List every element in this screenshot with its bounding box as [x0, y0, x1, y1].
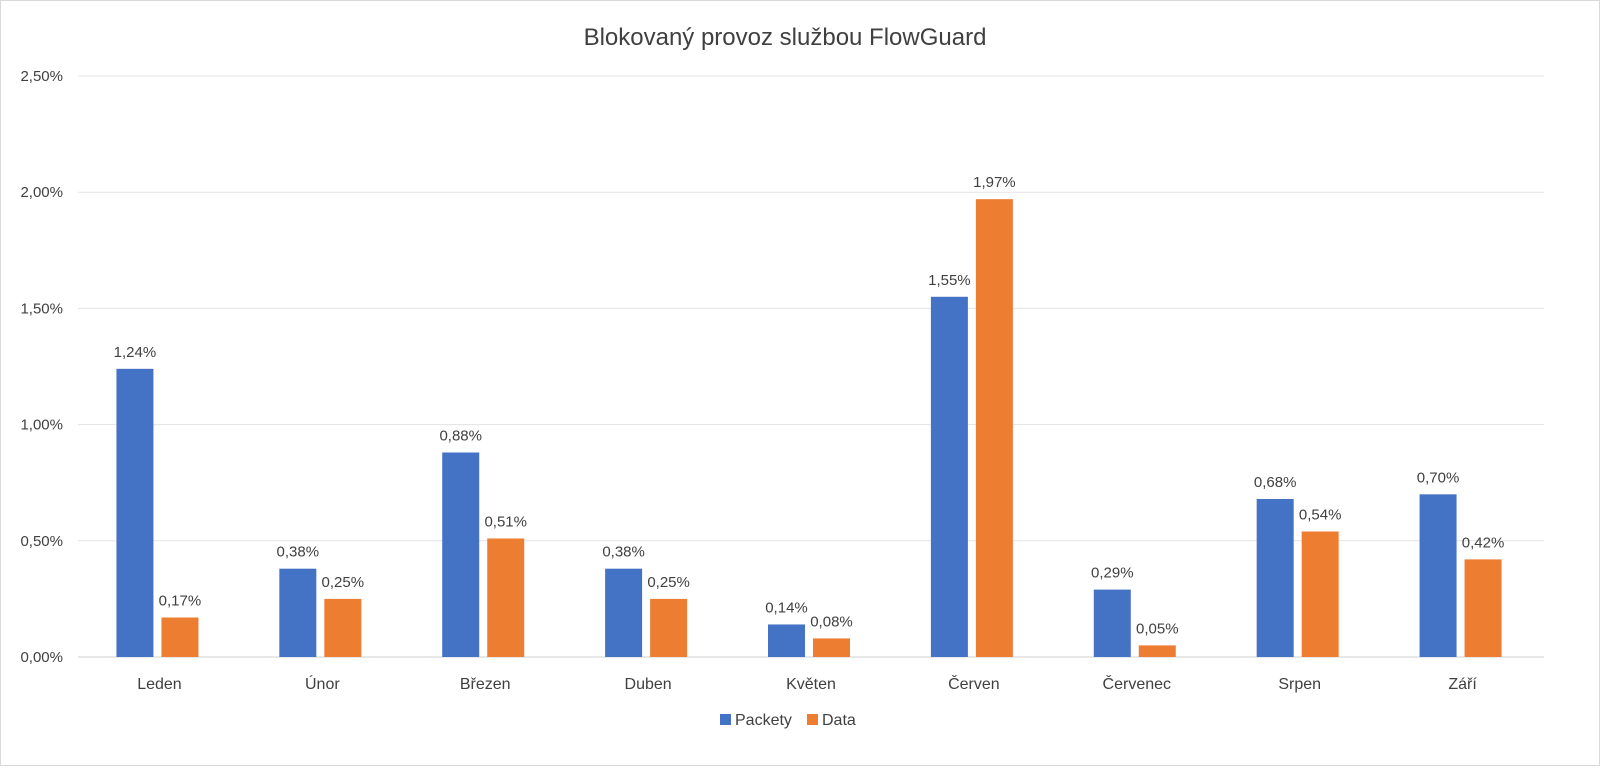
- legend: Packety Data: [720, 712, 856, 729]
- data-label: 0,17%: [159, 592, 202, 609]
- x-tick-label: Březen: [460, 676, 511, 693]
- y-tick-label: 2,50%: [20, 68, 63, 85]
- data-label: 1,24%: [114, 344, 157, 361]
- data-label: 0,54%: [1299, 507, 1342, 524]
- bar-packety: [605, 568, 643, 657]
- chart-title: Blokovaný provoz službou FlowGuard: [584, 24, 987, 51]
- legend-swatch-packety: [720, 714, 731, 725]
- bar-packety: [1093, 589, 1131, 657]
- bar-packety: [442, 452, 480, 657]
- bar-packety: [930, 296, 968, 657]
- legend-label-packety: Packety: [735, 712, 792, 729]
- bar-data: [975, 199, 1013, 657]
- data-label: 0,88%: [439, 427, 482, 444]
- data-label: 0,25%: [322, 574, 365, 591]
- y-tick-label: 0,50%: [20, 533, 63, 550]
- bar-data: [1138, 645, 1176, 657]
- x-tick-label: Září: [1448, 676, 1477, 693]
- bar-packety: [279, 568, 317, 657]
- x-tick-label: Únor: [305, 674, 340, 693]
- bar-packety: [1419, 494, 1457, 657]
- data-label: 0,38%: [602, 544, 645, 561]
- data-label: 0,68%: [1254, 474, 1297, 491]
- y-tick-label: 1,00%: [20, 417, 63, 434]
- bar-data: [1301, 531, 1339, 657]
- data-label: 0,29%: [1091, 565, 1134, 582]
- x-tick-label: Leden: [137, 676, 182, 693]
- data-label: 0,38%: [277, 544, 320, 561]
- y-tick-label: 1,50%: [20, 300, 63, 317]
- data-label: 0,08%: [810, 613, 853, 630]
- bar-packety: [768, 624, 805, 657]
- bar-packety: [1256, 498, 1294, 657]
- legend-swatch-data: [807, 714, 818, 725]
- bar-data: [1464, 559, 1502, 657]
- x-tick-label: Srpen: [1278, 676, 1321, 693]
- y-tick-label: 0,00%: [20, 649, 63, 666]
- x-tick-label: Červen: [948, 674, 1000, 693]
- bar-packety: [116, 368, 154, 657]
- x-tick-label: Květen: [786, 676, 836, 693]
- data-label: 1,97%: [973, 174, 1016, 191]
- bar-data: [650, 598, 688, 657]
- bar-data: [324, 598, 362, 657]
- bar-data: [161, 617, 199, 657]
- data-label: 0,51%: [484, 513, 527, 530]
- data-label: 0,05%: [1136, 620, 1179, 637]
- bar-data: [487, 538, 525, 657]
- data-label: 0,70%: [1417, 469, 1460, 486]
- data-label: 0,14%: [765, 599, 808, 616]
- data-label: 0,25%: [647, 574, 690, 591]
- bar-data: [813, 638, 850, 657]
- y-tick-label: 2,00%: [20, 184, 63, 201]
- x-tick-label: Duben: [625, 676, 672, 693]
- data-label: 1,55%: [928, 272, 971, 289]
- legend-label-data: Data: [822, 712, 856, 729]
- x-tick-label: Červenec: [1103, 674, 1171, 693]
- data-label: 0,42%: [1462, 534, 1505, 551]
